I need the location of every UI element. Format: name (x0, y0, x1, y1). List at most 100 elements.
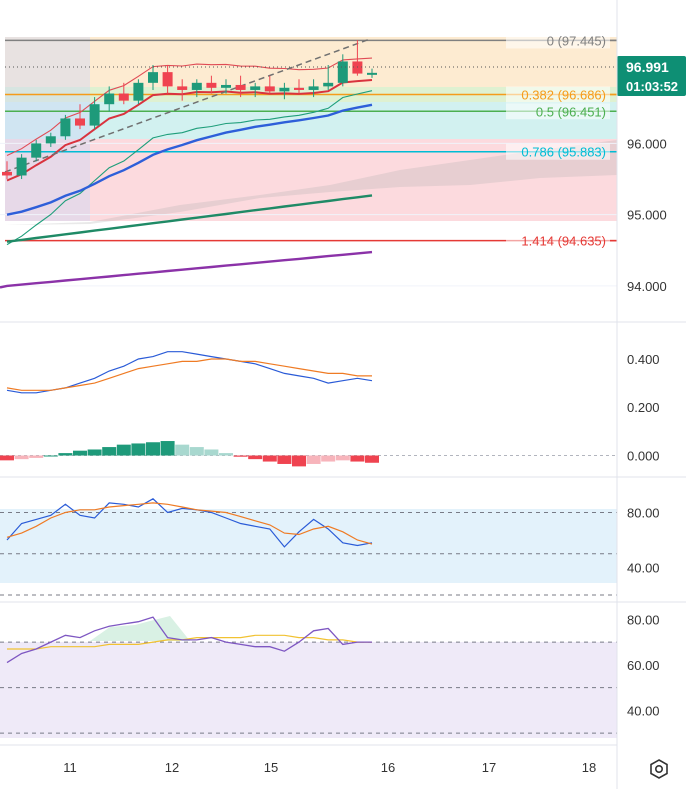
fibonacci-labels: 0 (97.445) 0.382 (96.686)0.5 (96.451) 0.78… (506, 32, 617, 249)
price-grid (0, 142, 617, 287)
candles (2, 40, 377, 180)
fib-level-label: 1.414 (94.635) (521, 234, 606, 249)
macd-histogram-bar (321, 455, 336, 462)
fib-label-bg (506, 86, 610, 103)
macd-histogram-bar (233, 455, 248, 457)
macd-histogram-bar (350, 455, 365, 462)
price-axis[interactable]: 96.000 95.000 94.000 (627, 136, 667, 294)
time-tick-label: 11 (63, 760, 77, 775)
macd-histogram-bar (335, 455, 350, 461)
rsi-ma-line (7, 634, 372, 650)
time-axis[interactable]: 11 12 15 16 17 18 (63, 760, 596, 775)
candle-up (60, 118, 71, 137)
price-tag[interactable]: 96.991 01:03:52 (617, 56, 686, 96)
rsi-overbought-fill (90, 616, 190, 641)
rsi-pane[interactable]: 80.00 60.00 40.00 (0, 612, 660, 738)
ichimoku-cloud (5, 140, 617, 225)
macd-histogram-bar (14, 455, 29, 460)
fib-level-label: 0 (97.445) (547, 33, 606, 48)
macd-histogram-bar (58, 453, 73, 456)
candle-down (162, 72, 173, 87)
stochastic-bands (0, 512, 617, 596)
macd-histogram-bar (29, 455, 44, 458)
candle-down (2, 171, 12, 176)
fib-level-label: 0.786 (95.883) (521, 145, 606, 160)
candle-up (337, 61, 348, 83)
macd-axis[interactable]: 0.400 0.200 0.000 (627, 352, 660, 464)
price-tag-value: 96.991 (626, 59, 669, 75)
time-tick-label: 16 (381, 760, 395, 775)
stochastic-tick-label: 80.00 (627, 506, 660, 521)
macd-histogram-bar (189, 447, 204, 456)
macd-histogram-bar (365, 455, 379, 463)
candle-down (118, 93, 129, 101)
ema-mid-line (6, 103, 373, 216)
stochastic-d-line (6, 502, 373, 545)
price-indicators (0, 57, 373, 289)
candle-down (177, 86, 188, 90)
macd-tick-label: 0.000 (627, 449, 660, 464)
macd-histogram-bar (306, 455, 321, 464)
macd-line (6, 351, 373, 394)
time-tick-label: 17 (482, 760, 496, 775)
bollinger-upper-line (6, 57, 373, 156)
macd-tick-label: 0.200 (627, 400, 660, 415)
macd-histogram-bar (277, 455, 292, 464)
candle-up (31, 143, 42, 158)
macd-signal-line (6, 358, 372, 391)
time-tick-label: 18 (582, 760, 596, 775)
rsi-axis[interactable]: 80.00 60.00 40.00 (627, 612, 660, 718)
price-pane[interactable]: 96.000 95.000 94.000 0 (97.445) 0.382 (96.6… (0, 32, 686, 294)
macd-histogram-bar (175, 444, 190, 456)
candle-up (323, 82, 334, 87)
macd-histogram-bar (146, 442, 160, 456)
macd-histogram-bar (0, 455, 14, 461)
trend-line[interactable] (4, 38, 371, 173)
candle-up (250, 86, 261, 90)
rsi-tick-label: 40.00 (627, 703, 660, 718)
rsi-tick-label: 80.00 (627, 612, 660, 627)
gear-icon (650, 759, 668, 779)
candle-up (104, 93, 115, 105)
price-tag-countdown: 01:03:52 (626, 79, 678, 94)
stochastic-lines (6, 498, 373, 548)
macd-histogram-bar (73, 450, 87, 456)
macd-pane[interactable]: 0.400 0.200 0.000 (0, 351, 660, 467)
candle-down (75, 118, 85, 126)
fib-level-label: 0.5 (96.451) (536, 104, 606, 119)
candle-down (352, 61, 363, 74)
macd-histogram (0, 441, 379, 467)
candle-up (367, 72, 377, 75)
rsi-tick-label: 60.00 (627, 658, 660, 673)
stochastic-axis[interactable]: 80.00 40.00 (627, 506, 660, 576)
macd-histogram-bar (292, 455, 306, 467)
fib-label-bg (506, 103, 610, 120)
time-tick-label: 15 (264, 760, 278, 775)
candle-up (308, 86, 319, 90)
macd-tick-label: 0.400 (627, 352, 660, 367)
macd-histogram-bar (131, 443, 146, 456)
macd-histogram-bar (262, 455, 277, 462)
bollinger-lower-line (6, 90, 373, 246)
price-tick-label: 95.000 (627, 208, 667, 223)
macd-histogram-bar (160, 441, 175, 456)
stochastic-tick-label: 40.00 (627, 561, 660, 576)
candle-up (89, 104, 100, 126)
candle-up (191, 82, 202, 90)
candle-up (279, 87, 290, 92)
candle-up (16, 157, 27, 176)
settings-gear-icon[interactable] (648, 758, 670, 780)
candle-down (264, 86, 275, 92)
macd-histogram-bar (204, 449, 219, 456)
ema-slow-line (6, 194, 373, 243)
price-tag-box (617, 56, 686, 96)
candle-up (148, 72, 158, 83)
stochastic-band-fill (0, 509, 617, 583)
candle-up (45, 136, 56, 144)
stochastic-pane[interactable]: 80.00 40.00 (0, 498, 660, 596)
fib-zone-trend-overlay (5, 37, 90, 221)
macd-lines (6, 351, 373, 394)
candle-down (294, 87, 304, 90)
fib-label-bg (506, 232, 610, 249)
